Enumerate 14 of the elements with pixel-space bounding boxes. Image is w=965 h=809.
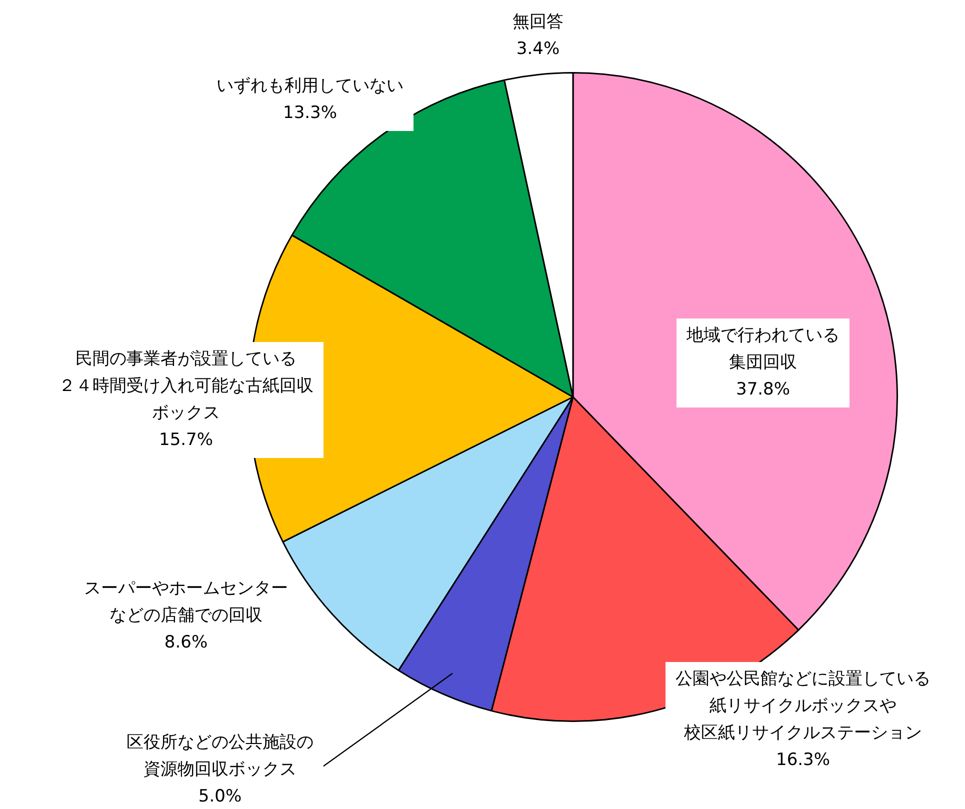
data-label: 8.6% [164, 632, 208, 652]
data-label: 13.3% [282, 102, 338, 123]
data-label: 3.4% [516, 38, 560, 59]
slice-label: 民間の事業者が設置している２４時間受け入れ可能な古紙回収ボックス [58, 348, 314, 423]
slice-label: いずれも利用していない [216, 76, 404, 96]
slice-label: 無回答 [512, 12, 564, 32]
data-label: 5.0% [198, 786, 242, 806]
data-label: 37.8% [736, 379, 790, 400]
slice-label: 公園や公民館などに設置している紙リサイクルボックスや校区紙リサイクルステーション [676, 668, 930, 743]
data-label: 16.3% [776, 750, 830, 770]
slice-label: スーパーやホームセンターなどの店舗での回収 [84, 578, 288, 626]
slice-label: 区役所などの公共施設の資源物回収ボックス [126, 732, 314, 780]
data-label: 15.7% [158, 430, 214, 450]
slice-label: 地域で行われている集団回収 [686, 325, 840, 372]
